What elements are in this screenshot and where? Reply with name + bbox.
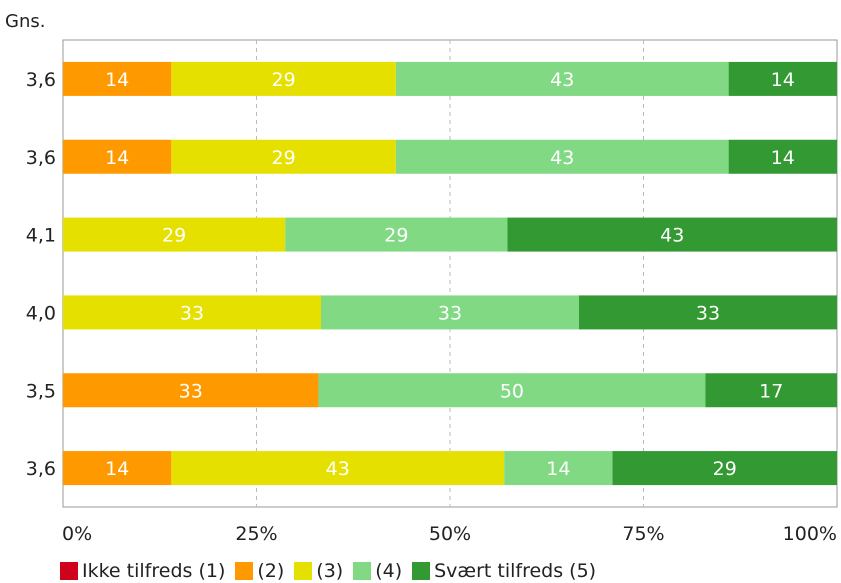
stacked-bar-chart: 0% 25% 50% 75% 100% Gns. 3,6 14 29 43 14 3,6 14 29 43 1… (5, 11, 838, 545)
x-tick-label: 0% (62, 523, 92, 545)
bar-segment (507, 217, 837, 252)
legend-label: Ikke tilfreds (1) (82, 560, 226, 582)
bar-segment (63, 451, 172, 486)
bar-segment (728, 139, 837, 174)
x-tick-label: 50% (429, 523, 471, 545)
legend-label: (2) (257, 560, 285, 582)
bar-segment (63, 61, 172, 96)
data-label: 43 (550, 147, 574, 169)
legend-label: (4) (375, 560, 403, 582)
data-label: 43 (550, 69, 574, 91)
category-label: 3,6 (26, 69, 56, 91)
x-tick-label: 75% (622, 523, 664, 545)
data-label: 50 (500, 380, 524, 402)
legend-swatch (412, 562, 431, 580)
bar-segment (579, 295, 837, 330)
bar-segment (321, 295, 579, 330)
bar-segment (63, 295, 321, 330)
legend-item: (3) (294, 560, 343, 582)
x-tick-label: 100% (783, 523, 837, 545)
bar-segment (395, 61, 729, 96)
data-label: 33 (180, 302, 204, 324)
bar-segment (395, 139, 729, 174)
data-label: 43 (326, 458, 350, 480)
data-label: 14 (105, 147, 129, 169)
data-label: 17 (759, 380, 783, 402)
bar-segment (318, 373, 706, 408)
bar-segment (504, 451, 613, 486)
category-label: 3,6 (26, 147, 56, 169)
data-label: 33 (438, 302, 462, 324)
bar-segment (728, 61, 837, 96)
bar-segment (63, 373, 319, 408)
category-label: 3,6 (26, 458, 56, 480)
data-label: 33 (179, 380, 203, 402)
bar-segment (171, 61, 396, 96)
legend-item: (4) (353, 560, 402, 582)
x-tick-label: 25% (235, 523, 277, 545)
legend-swatch (60, 562, 78, 580)
data-label: 14 (105, 458, 129, 480)
bar-segment (63, 139, 172, 174)
data-label: 29 (384, 225, 408, 247)
data-label: 33 (696, 302, 720, 324)
legend-item: (2) (235, 560, 284, 582)
bar-segment (705, 373, 837, 408)
legend-label: Svært tilfreds (5) (434, 560, 597, 582)
bar-segment (63, 217, 286, 252)
bar-segment (171, 139, 396, 174)
legend-swatch (353, 562, 372, 580)
y-axis-header: Gns. (5, 11, 45, 32)
data-label: 43 (660, 225, 684, 247)
legend-item: Ikke tilfreds (1) (60, 560, 225, 582)
data-label: 14 (771, 69, 795, 91)
legend-item: Svært tilfreds (5) (412, 560, 596, 582)
bar-segment (171, 451, 505, 486)
legend-swatch (235, 562, 254, 580)
data-label: 29 (162, 225, 186, 247)
legend-swatch (294, 562, 313, 580)
bar-segment (285, 217, 508, 252)
data-label: 29 (713, 458, 737, 480)
bar-segment (612, 451, 837, 486)
data-label: 14 (105, 69, 129, 91)
legend: Ikke tilfreds (1) (2) (3) (4) Svært tilfreds… (60, 560, 596, 582)
data-label: 14 (546, 458, 570, 480)
category-label: 3,5 (26, 380, 56, 402)
data-label: 29 (271, 147, 295, 169)
legend-label: (3) (316, 560, 344, 582)
data-label: 29 (271, 69, 295, 91)
category-label: 4,1 (26, 225, 56, 247)
category-label: 4,0 (26, 302, 56, 324)
data-label: 14 (771, 147, 795, 169)
